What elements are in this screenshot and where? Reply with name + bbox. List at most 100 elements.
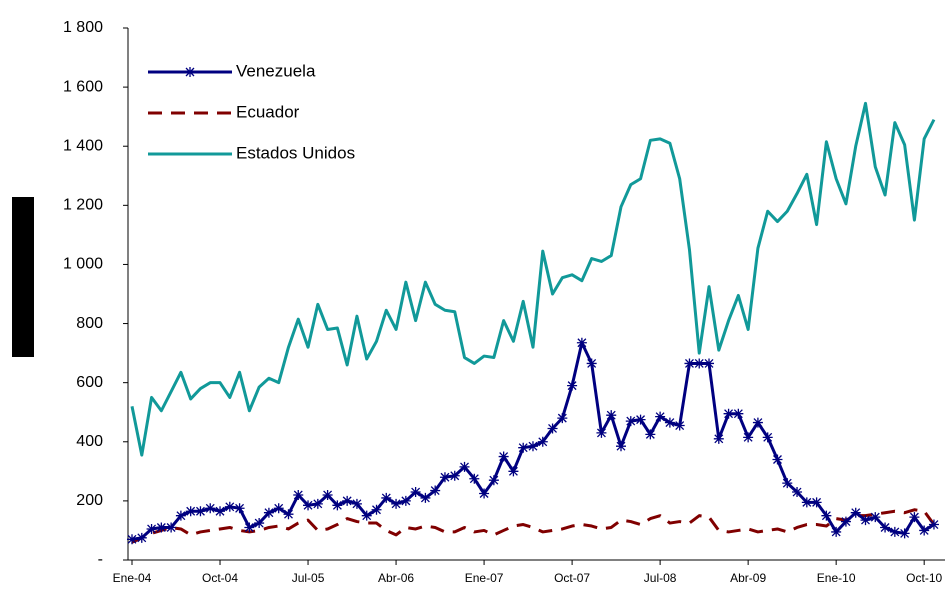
point-marker (733, 408, 744, 419)
x-tick-label: Oct-10 (906, 571, 942, 585)
legend-marker (185, 67, 195, 77)
point-marker (616, 441, 626, 452)
legend-label: Estados Unidos (236, 143, 355, 162)
y-tick-label: 1 000 (63, 256, 103, 273)
point-marker (537, 436, 548, 447)
point-marker (645, 429, 656, 440)
point-marker (909, 512, 920, 523)
point-marker (518, 442, 529, 453)
point-marker (508, 466, 519, 477)
x-tick-label: Ene-04 (113, 571, 152, 585)
point-marker (704, 358, 715, 369)
point-marker (371, 504, 382, 515)
point-marker (919, 525, 930, 536)
point-marker (273, 503, 284, 514)
point-marker (293, 489, 304, 500)
point-marker (664, 417, 675, 428)
point-marker (234, 503, 245, 514)
point-marker (635, 414, 646, 425)
point-marker (762, 432, 773, 443)
point-marker (606, 410, 617, 421)
y-tick-label: 1 800 (63, 19, 103, 36)
point-marker (312, 498, 323, 509)
redacted-axis-label (12, 197, 34, 357)
x-tick-label: Jul-08 (644, 571, 677, 585)
x-tick-label: Ene-07 (465, 571, 504, 585)
point-marker (205, 503, 216, 514)
point-marker (772, 454, 783, 465)
point-marker (449, 470, 460, 481)
point-marker (195, 506, 206, 517)
point-marker (283, 509, 294, 520)
series-line (130, 101, 936, 457)
x-tick-label: Oct-07 (554, 571, 590, 585)
point-marker (479, 488, 490, 499)
point-marker (244, 522, 255, 533)
point-marker (625, 416, 636, 427)
point-marker (400, 495, 411, 506)
point-marker (899, 528, 910, 539)
x-tick-label: Ene-10 (817, 571, 856, 585)
point-marker (254, 518, 265, 529)
point-marker (332, 500, 343, 511)
point-marker (850, 507, 861, 518)
point-marker (723, 408, 734, 419)
point-marker (860, 515, 871, 526)
y-tick-label: - (98, 551, 103, 568)
x-tick-label: Oct-04 (202, 571, 238, 585)
point-marker (792, 487, 803, 498)
point-marker (224, 501, 235, 512)
y-tick-label: 1 200 (63, 197, 103, 214)
point-marker (498, 451, 509, 462)
point-marker (146, 523, 157, 534)
point-marker (342, 495, 353, 506)
y-tick-label: 800 (76, 315, 103, 332)
y-tick-label: 1 600 (63, 78, 103, 95)
point-marker (185, 506, 196, 517)
point-marker (547, 423, 558, 434)
point-marker (840, 516, 851, 527)
series-line (131, 341, 935, 541)
point-marker (430, 485, 441, 496)
point-marker (743, 432, 754, 443)
y-tick-label: 400 (76, 433, 103, 450)
point-marker (381, 492, 392, 503)
point-marker (713, 433, 724, 444)
point-marker (928, 519, 939, 530)
point-marker (303, 500, 314, 511)
point-marker (166, 522, 177, 533)
point-marker (410, 487, 421, 498)
point-marker (880, 522, 891, 533)
point-marker (488, 475, 499, 486)
point-marker (459, 461, 470, 472)
y-tick-label: 600 (76, 374, 103, 391)
point-marker (811, 497, 822, 508)
legend-label: Ecuador (236, 102, 300, 121)
point-marker (821, 510, 832, 521)
point-marker (527, 441, 538, 452)
y-tick-label: 200 (76, 492, 103, 509)
point-marker (684, 358, 695, 369)
point-marker (576, 337, 587, 348)
point-marker (870, 512, 881, 523)
point-marker (215, 506, 226, 517)
point-marker (752, 417, 763, 428)
point-marker (567, 380, 578, 391)
point-marker (655, 411, 666, 422)
y-tick-label: 1 400 (63, 137, 103, 154)
point-marker (322, 489, 333, 500)
point-marker (175, 510, 186, 521)
x-tick-label: Jul-05 (292, 571, 325, 585)
point-marker (439, 472, 450, 483)
point-marker (596, 427, 607, 438)
point-marker (127, 534, 137, 545)
x-tick-label: Abr-09 (730, 571, 766, 585)
point-marker (557, 413, 568, 424)
point-marker (361, 510, 372, 521)
point-marker (136, 532, 147, 543)
point-marker (674, 420, 685, 431)
point-marker (801, 497, 812, 508)
point-marker (889, 526, 900, 537)
point-marker (263, 507, 274, 518)
x-tick-label: Abr-06 (378, 571, 414, 585)
